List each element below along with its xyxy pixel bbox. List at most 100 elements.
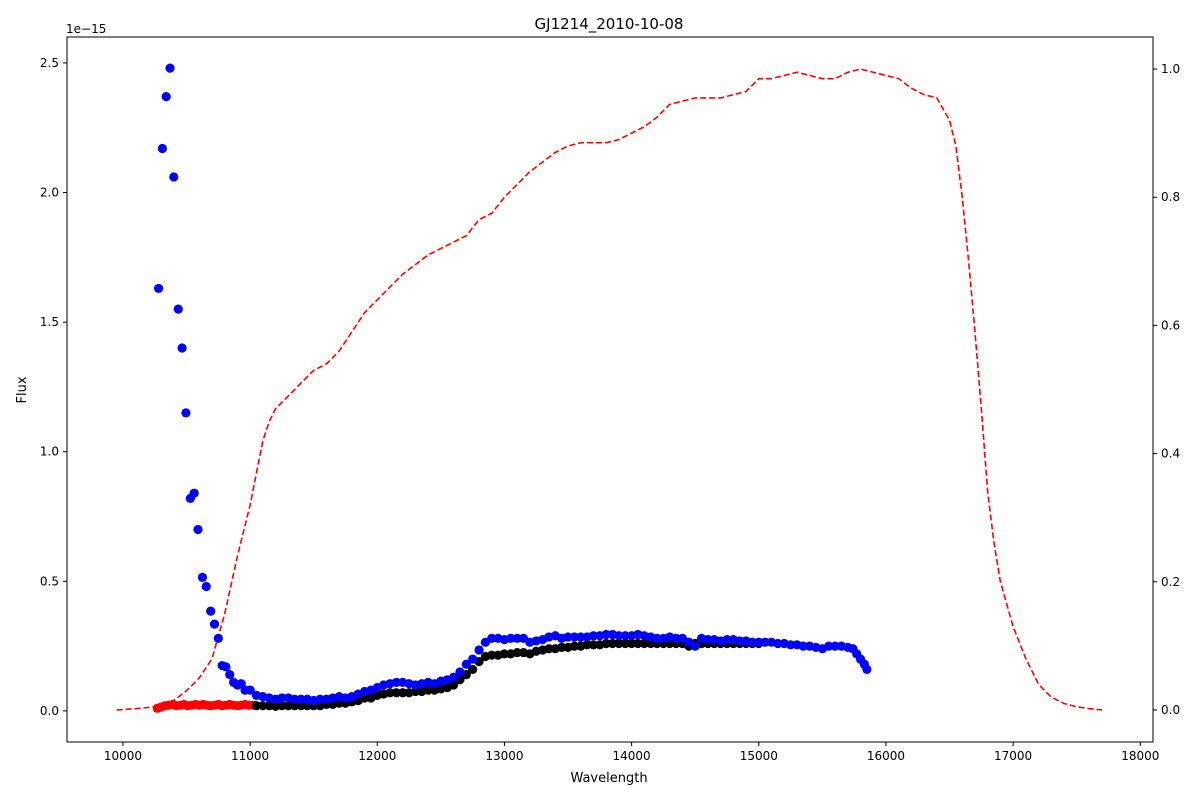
y-tick-label: 1.5 xyxy=(40,315,59,329)
scatter-point-s1 xyxy=(569,641,579,651)
scatter-point-s1 xyxy=(334,698,344,708)
scatter-point-s2 xyxy=(173,304,183,314)
x-tick-label: 11000 xyxy=(231,749,269,763)
scatter-point-s2 xyxy=(506,633,516,643)
points-layer xyxy=(152,63,872,713)
scatter-point-s2 xyxy=(569,632,579,642)
y-axis-offset-text: 1e−15 xyxy=(66,22,106,36)
y-axis-title: Flux xyxy=(15,376,30,403)
scatter-point-s2 xyxy=(487,633,497,643)
scatter-point-s2 xyxy=(690,641,700,651)
scatter-point-s2 xyxy=(391,677,401,687)
y-tick-label: 0.5 xyxy=(40,574,59,588)
scatter-point-s2 xyxy=(197,572,208,583)
y-tick-label: 1.0 xyxy=(40,445,59,459)
scatter-point-s2 xyxy=(563,632,573,642)
scatter-point-s1 xyxy=(582,640,592,650)
scatter-point-s2 xyxy=(798,641,808,651)
scatter-point-s2 xyxy=(177,343,187,353)
scatter-point-s1 xyxy=(385,688,395,698)
scatter-point-s1 xyxy=(646,638,656,649)
scatter-point-s1 xyxy=(398,688,408,698)
scatter-point-s2 xyxy=(601,629,611,640)
scatter-point-s2 xyxy=(165,63,175,73)
y-tick-label: 2.0 xyxy=(40,186,59,200)
scatter-point-s1 xyxy=(290,701,300,711)
scatter-point-s1 xyxy=(423,685,433,695)
chart-title: GJ1214_2010-10-08 xyxy=(535,15,684,34)
y2-tick-label: 0.6 xyxy=(1161,318,1180,332)
scatter-point-s1 xyxy=(512,647,522,658)
scatter-point-s2 xyxy=(315,694,325,704)
x-tick-label: 16000 xyxy=(867,749,905,763)
scatter-point-s2 xyxy=(785,640,796,650)
scatter-point-s1 xyxy=(277,701,287,711)
scatter-point-s2 xyxy=(245,685,255,695)
x-tick-label: 10000 xyxy=(104,749,142,763)
scatter-point-s2 xyxy=(206,606,216,616)
scatter-point-s1 xyxy=(557,642,567,653)
scatter-point-s2 xyxy=(722,635,732,645)
scatter-point-s2 xyxy=(221,662,231,672)
scatter-point-s1 xyxy=(627,638,637,649)
scatter-point-s2 xyxy=(862,664,872,675)
scatter-point-s1 xyxy=(544,644,554,654)
scatter-point-s1 xyxy=(258,701,268,711)
scatter-point-s2 xyxy=(474,645,484,655)
scatter-point-s2 xyxy=(277,693,287,703)
x-tick-label: 14000 xyxy=(613,749,651,763)
y2-tick-label: 0.4 xyxy=(1161,447,1180,461)
plot-frame xyxy=(66,36,1154,743)
scatter-point-s2 xyxy=(181,408,191,418)
scatter-point-s1 xyxy=(251,701,262,711)
scatter-point-s2 xyxy=(296,694,306,704)
scatter-point-s2 xyxy=(824,641,834,651)
scatter-point-s2 xyxy=(157,143,167,154)
scatter-point-s2 xyxy=(773,638,783,649)
scatter-point-s1 xyxy=(633,638,643,649)
scatter-point-s2 xyxy=(652,633,662,643)
scatter-point-s2 xyxy=(161,92,171,102)
scatter-point-s2 xyxy=(754,637,764,647)
scatter-point-s2 xyxy=(455,667,465,677)
scatter-point-s1 xyxy=(601,638,611,649)
x-axis-title: Wavelength xyxy=(570,771,647,786)
y-tick-label: 0.0 xyxy=(40,704,59,718)
scatter-point-s1 xyxy=(302,701,312,711)
scatter-point-s2 xyxy=(588,631,599,641)
scatter-point-s2 xyxy=(747,637,758,647)
scatter-point-s2 xyxy=(225,670,235,680)
y2-tick-label: 0.2 xyxy=(1161,575,1180,589)
scatter-point-s1 xyxy=(468,664,478,675)
scatter-point-s1 xyxy=(639,638,649,649)
y-tick-label: 2.5 xyxy=(40,56,59,70)
scatter-point-s1 xyxy=(448,680,459,690)
curve-layer xyxy=(116,68,1103,711)
filter-curve-line xyxy=(116,68,1103,711)
scatter-point-s1 xyxy=(296,701,306,711)
x-tick-label: 12000 xyxy=(358,749,396,763)
scatter-point-s2 xyxy=(735,636,745,646)
scatter-point-s1 xyxy=(665,638,675,649)
scatter-point-s2 xyxy=(468,654,478,664)
scatter-point-s2 xyxy=(760,637,770,647)
scatter-point-s1 xyxy=(620,638,630,649)
scatter-point-s2 xyxy=(671,633,681,643)
scatter-point-s2 xyxy=(213,633,223,643)
scatter-point-s1 xyxy=(487,650,497,660)
scatter-point-s2 xyxy=(290,694,300,704)
scatter-point-s2 xyxy=(193,524,203,535)
scatter-point-s2 xyxy=(201,581,211,592)
axes-layer: 10000 11000 12000 13000 14000 15000 16000 17000… xyxy=(40,36,1180,763)
scatter-point-s2 xyxy=(461,659,471,669)
x-tick-label: 17000 xyxy=(994,749,1032,763)
scatter-point-s1 xyxy=(391,688,401,698)
scatter-point-s2 xyxy=(576,632,586,642)
x-tick-label: 15000 xyxy=(740,749,778,763)
x-tick-label: 18000 xyxy=(1121,749,1159,763)
scatter-point-s2 xyxy=(703,635,713,645)
scatter-point-s1 xyxy=(607,638,618,649)
scatter-point-s2 xyxy=(209,619,220,629)
